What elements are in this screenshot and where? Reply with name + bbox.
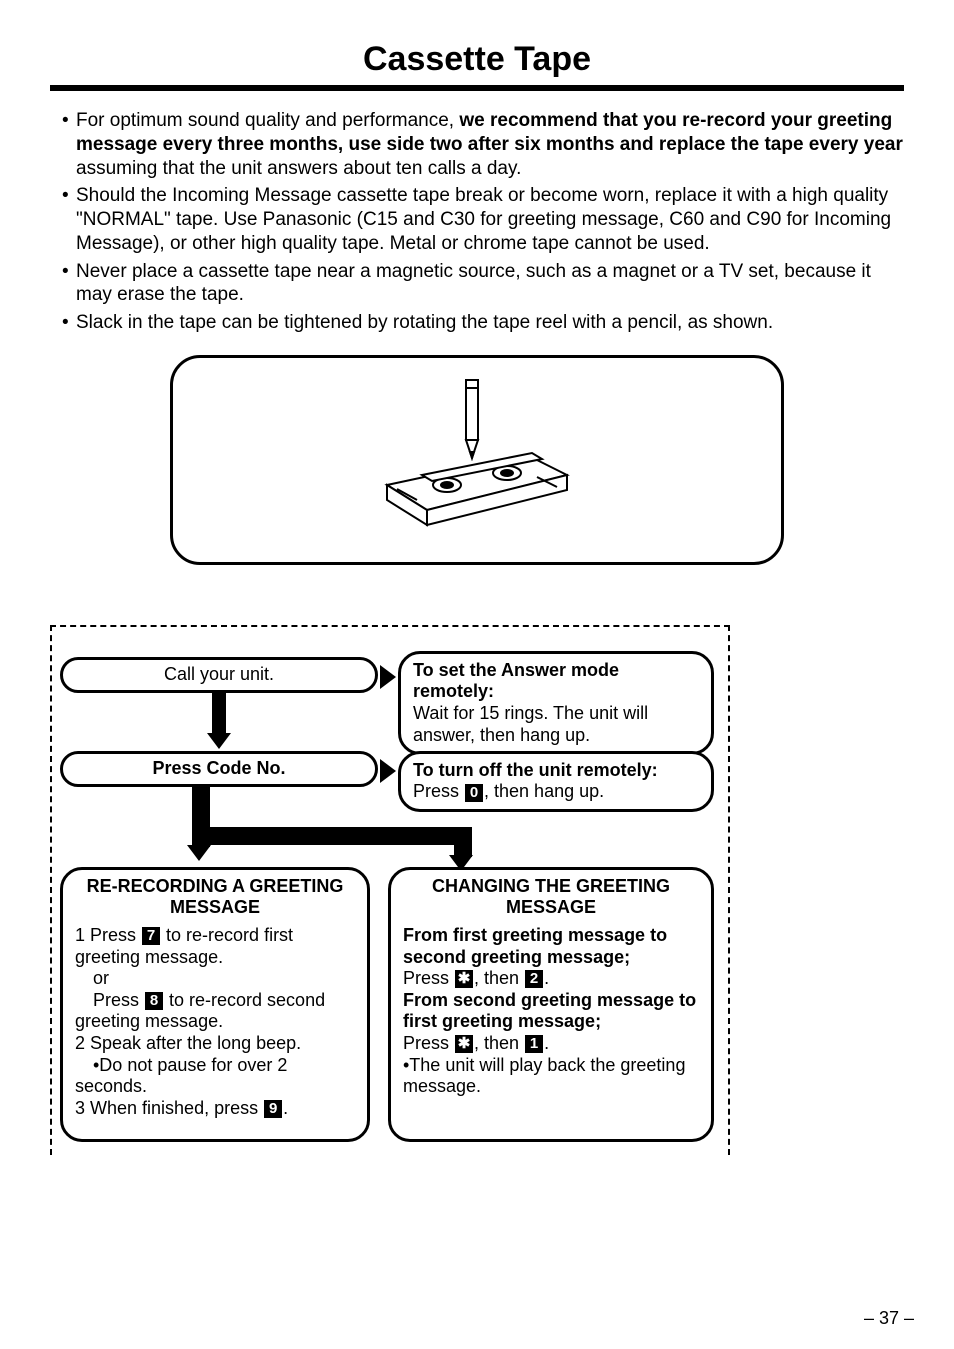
- rerecord-title: RE-RECORDING A GREETING MESSAGE: [75, 876, 355, 919]
- cassette-illustration-box: [170, 355, 784, 565]
- flow-rerecord: RE-RECORDING A GREETING MESSAGE 1 Press …: [60, 867, 370, 1142]
- rr-or: or: [75, 968, 109, 988]
- bullet-3: Never place a cassette tape near a magne…: [62, 260, 904, 308]
- turn-off-after: , then hang up.: [484, 781, 604, 801]
- rr-1a: 1 Press: [75, 925, 141, 945]
- answer-mode-body: Wait for 15 rings. The unit will answer,…: [413, 703, 648, 745]
- keycap-star: ✱: [455, 1035, 473, 1053]
- arrow-icon: [380, 759, 396, 783]
- bullet-list: For optimum sound quality and performanc…: [62, 109, 904, 335]
- keycap-star: ✱: [455, 970, 473, 988]
- flow-change-greeting: CHANGING THE GREETING MESSAGE From first…: [388, 867, 714, 1142]
- ch-2a: Press: [403, 1033, 454, 1053]
- cassette-pencil-icon: [367, 375, 587, 545]
- keycap-1: 1: [525, 1035, 543, 1053]
- ch-1a: Press: [403, 968, 454, 988]
- page-number: – 37 –: [864, 1308, 914, 1329]
- ch-1c: .: [544, 968, 549, 988]
- arrow-icon: [187, 845, 211, 861]
- bullet-1-post: assuming that the unit answers about ten…: [76, 158, 521, 179]
- ch-2c: .: [544, 1033, 549, 1053]
- arrow-icon: [380, 665, 396, 689]
- ch-2-bold: From second greeting message to first gr…: [403, 990, 696, 1032]
- keycap-2: 2: [525, 970, 543, 988]
- flow-answer-mode: To set the Answer mode remotely: Wait fo…: [398, 651, 714, 755]
- ch-2b: , then: [474, 1033, 524, 1053]
- keycap-0: 0: [465, 784, 483, 802]
- flow-press-code: Press Code No.: [60, 751, 378, 787]
- bullet-1: For optimum sound quality and performanc…: [62, 109, 904, 180]
- rr-1c: Press: [75, 990, 144, 1010]
- turn-off-press: Press: [413, 781, 464, 801]
- arrow-icon: [207, 733, 231, 749]
- change-title: CHANGING THE GREETING MESSAGE: [403, 876, 699, 919]
- ch-play: •The unit will play back the greeting me…: [403, 1055, 685, 1097]
- rr-2: 2 Speak after the long beep.: [75, 1033, 301, 1053]
- flow-turn-off: To turn off the unit remotely: Press 0, …: [398, 751, 714, 812]
- bullet-1-pre: For optimum sound quality and performanc…: [76, 110, 459, 131]
- arrow-icon: [192, 827, 472, 845]
- keycap-8: 8: [145, 992, 163, 1010]
- title-rule: [50, 85, 904, 91]
- ch-1b: , then: [474, 968, 524, 988]
- bullet-2: Should the Incoming Message cassette tap…: [62, 184, 904, 255]
- page-title: Cassette Tape: [50, 40, 904, 79]
- arrow-icon: [212, 693, 226, 735]
- flowchart-container: Call your unit. To set the Answer mode r…: [50, 625, 730, 1155]
- keycap-9: 9: [264, 1100, 282, 1118]
- flow-call-unit: Call your unit.: [60, 657, 378, 693]
- answer-mode-title: To set the Answer mode remotely:: [413, 660, 619, 702]
- rr-3a: 3 When finished, press: [75, 1098, 263, 1118]
- bullet-4: Slack in the tape can be tightened by ro…: [62, 311, 904, 335]
- turn-off-title: To turn off the unit remotely:: [413, 760, 658, 780]
- keycap-7: 7: [142, 927, 160, 945]
- arrow-icon: [454, 827, 472, 857]
- ch-1-bold: From first greeting message to second gr…: [403, 925, 667, 967]
- rr-2b: •Do not pause for over 2 seconds.: [75, 1055, 287, 1097]
- rr-3b: .: [283, 1098, 288, 1118]
